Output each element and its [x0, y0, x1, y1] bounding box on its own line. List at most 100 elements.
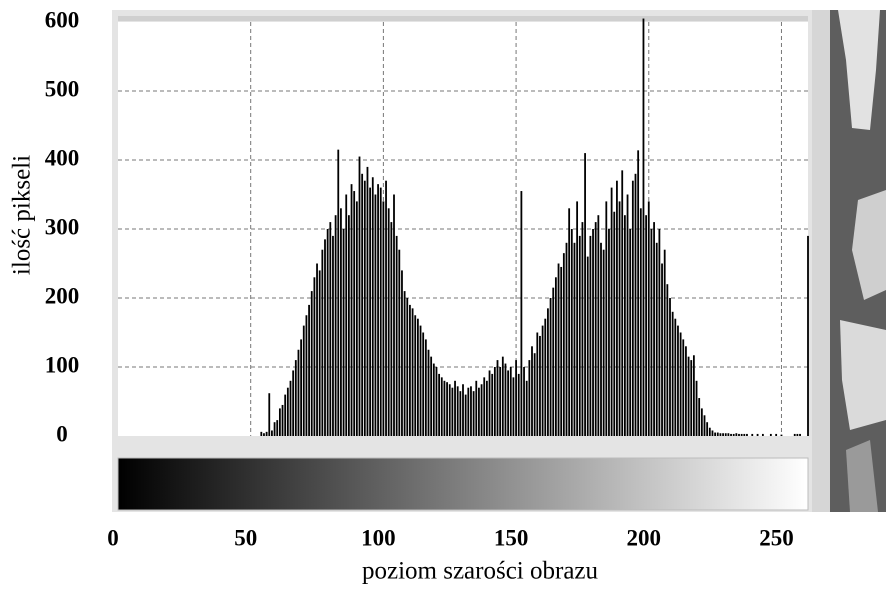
bar — [355, 201, 358, 436]
bar — [300, 339, 303, 436]
bar — [273, 422, 276, 436]
bar — [326, 229, 329, 436]
bar — [403, 291, 406, 436]
bar — [642, 18, 645, 437]
bar — [297, 349, 300, 436]
bar — [793, 433, 796, 436]
x-tick-label: 100 — [361, 525, 396, 550]
bar — [626, 194, 629, 436]
bar — [504, 363, 507, 436]
bar — [560, 266, 563, 436]
bar — [310, 291, 313, 436]
bar — [557, 263, 560, 436]
bar — [716, 432, 719, 436]
bar — [541, 325, 544, 436]
bar — [608, 229, 610, 436]
x-tick-label: 150 — [494, 525, 529, 550]
bar — [276, 420, 279, 436]
bar — [390, 222, 393, 436]
bar — [268, 393, 271, 436]
bar — [271, 430, 273, 436]
bar — [661, 263, 663, 436]
bar — [464, 394, 467, 436]
bar — [692, 355, 695, 436]
bar — [379, 187, 382, 436]
y-tick-label: 0 — [56, 421, 68, 446]
bar — [467, 387, 470, 436]
bar — [305, 315, 308, 436]
bar — [690, 360, 693, 436]
bar — [735, 433, 738, 436]
bar — [573, 242, 576, 436]
bar — [316, 263, 318, 436]
bar — [342, 229, 345, 436]
bar — [419, 325, 422, 436]
bar — [639, 208, 642, 436]
bar — [422, 332, 425, 436]
bar — [371, 177, 374, 436]
bar — [334, 215, 337, 436]
bar — [730, 433, 732, 436]
bar — [265, 431, 268, 436]
bar — [631, 180, 634, 436]
x-tick-label: 50 — [234, 525, 257, 550]
image-region — [838, 10, 880, 130]
bar — [568, 208, 571, 436]
bar — [687, 356, 690, 436]
bar — [544, 318, 547, 436]
bar — [669, 298, 671, 436]
bar — [547, 308, 549, 436]
bar — [472, 391, 475, 436]
bar — [605, 201, 608, 436]
bar — [740, 433, 743, 436]
bar — [286, 387, 289, 436]
bar — [517, 373, 520, 436]
y-tick-label: 500 — [45, 76, 80, 101]
bar — [462, 384, 464, 436]
bar — [738, 433, 740, 436]
bar — [682, 339, 685, 436]
bar — [677, 325, 679, 436]
bar — [414, 315, 417, 436]
plot-top-bar — [118, 16, 808, 21]
bar — [485, 380, 488, 436]
bar — [369, 187, 372, 436]
bar — [531, 346, 533, 436]
bar — [610, 187, 613, 436]
bar — [650, 229, 653, 436]
bar — [438, 373, 441, 436]
bar — [347, 215, 350, 436]
bar — [454, 380, 456, 436]
y-tick-label: 600 — [45, 7, 80, 32]
bar — [722, 433, 724, 436]
y-tick-label: 300 — [45, 214, 80, 239]
bar — [602, 249, 605, 436]
bar — [751, 433, 754, 436]
bar — [679, 332, 682, 436]
bar — [385, 180, 387, 436]
y-tick-label: 100 — [45, 352, 80, 377]
bar — [507, 370, 510, 436]
bar — [623, 215, 626, 436]
bar — [496, 360, 499, 436]
bar — [666, 284, 669, 436]
bar — [655, 242, 658, 436]
bar — [674, 318, 677, 436]
bar — [703, 415, 706, 436]
bar — [260, 431, 263, 436]
bar — [616, 180, 618, 436]
bar — [719, 433, 722, 436]
bar — [769, 433, 772, 436]
bar — [448, 384, 451, 436]
bar — [289, 380, 292, 436]
bar — [424, 339, 427, 436]
bar — [695, 380, 698, 436]
bar — [478, 387, 480, 436]
bar — [374, 194, 377, 436]
bar — [756, 433, 759, 436]
bar — [387, 208, 390, 436]
bar — [411, 308, 414, 436]
bar — [281, 404, 284, 436]
bar — [594, 222, 597, 436]
bar — [706, 422, 709, 436]
